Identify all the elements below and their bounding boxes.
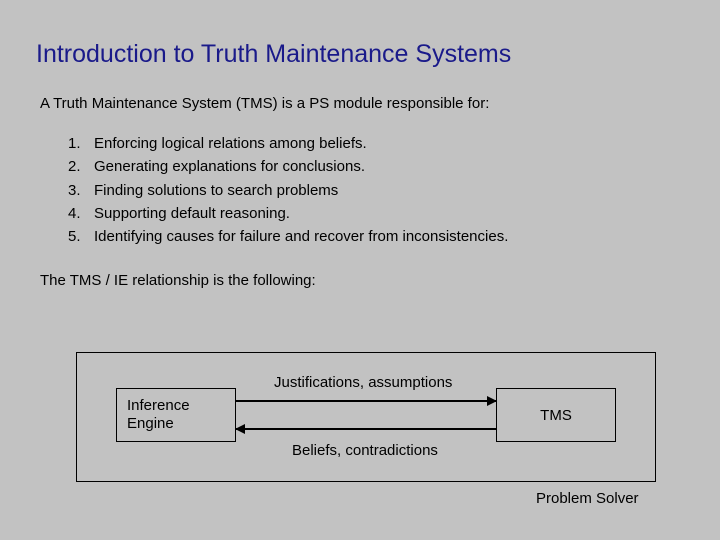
list-item: 4. Supporting default reasoning. (40, 202, 684, 225)
list-number: 2. (40, 155, 94, 178)
arrow-tms-to-ie (236, 428, 496, 430)
list-text: Supporting default reasoning. (94, 202, 684, 225)
list-number: 1. (40, 132, 94, 155)
arrow-shaft (236, 428, 496, 430)
list-item: 3. Finding solutions to search problems (40, 179, 684, 202)
list-text: Identifying causes for failure and recov… (94, 225, 684, 248)
tms-node: TMS (496, 388, 616, 442)
slide: Introduction to Truth Maintenance System… (0, 0, 720, 289)
list-number: 5. (40, 225, 94, 248)
tms-ie-diagram: InferenceEngine TMS Justifications, assu… (76, 352, 656, 482)
list-text: Finding solutions to search problems (94, 179, 684, 202)
list-item: 5. Identifying causes for failure and re… (40, 225, 684, 248)
tms-label: TMS (540, 407, 572, 424)
list-number: 3. (40, 179, 94, 202)
list-item: 1. Enforcing logical relations among bel… (40, 132, 684, 155)
list-text: Enforcing logical relations among belief… (94, 132, 684, 155)
bottom-arrow-label: Beliefs, contradictions (292, 442, 438, 459)
list-item: 2. Generating explanations for conclusio… (40, 155, 684, 178)
slide-title: Introduction to Truth Maintenance System… (36, 40, 684, 69)
lead-text: A Truth Maintenance System (TMS) is a PS… (40, 95, 684, 112)
relationship-text: The TMS / IE relationship is the followi… (40, 272, 684, 289)
arrow-head-icon (487, 396, 497, 406)
arrow-shaft (236, 400, 496, 402)
problem-solver-caption: Problem Solver (536, 490, 639, 507)
list-number: 4. (40, 202, 94, 225)
arrow-head-icon (235, 424, 245, 434)
numbered-list: 1. Enforcing logical relations among bel… (40, 132, 684, 248)
top-arrow-label: Justifications, assumptions (274, 374, 452, 391)
inference-engine-node: InferenceEngine (116, 388, 236, 442)
list-text: Generating explanations for conclusions. (94, 155, 684, 178)
arrow-ie-to-tms (236, 400, 496, 402)
ie-label: InferenceEngine (127, 397, 190, 433)
